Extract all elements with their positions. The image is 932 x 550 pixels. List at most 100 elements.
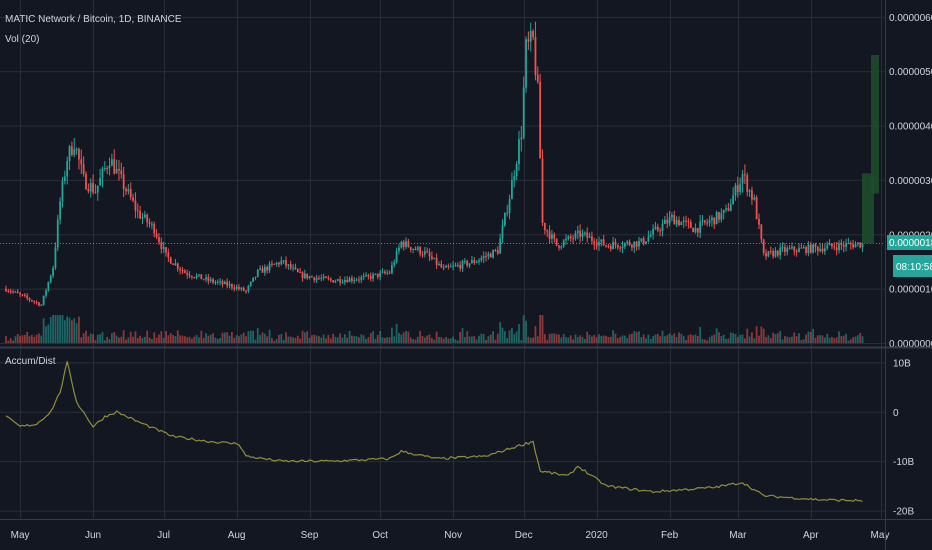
candle-body [515,164,518,177]
candle-body [682,220,685,223]
candle-body [475,261,478,263]
candle-body [240,287,243,289]
candle-body [367,275,370,277]
volume-bar [353,336,356,343]
volume-bar [499,322,502,343]
volume-bar [278,334,280,343]
candle-body [673,214,676,225]
volume-bar [454,339,457,343]
candle-body [122,174,125,189]
candle-body [795,250,798,252]
candle-body [303,273,306,279]
symbol-title[interactable]: MATIC Network / Bitcoin, 1D, BINANCE [5,14,182,25]
candle-body [463,260,466,262]
accum-dist-axis[interactable]: 10B 0 -10B -20B [893,358,914,517]
volume-bar [682,335,685,343]
candle-body [748,190,751,192]
volume-bar [562,333,565,343]
volume-bar [198,337,200,343]
time-tick-label: Sep [301,530,319,541]
time-tick-label: May [871,530,890,541]
volume-bar [172,334,174,343]
candle-body [485,256,487,258]
candle-body [645,241,647,244]
price-tick-label: 0.00000300 [889,176,932,187]
volume-bar [840,336,843,343]
candle-body [828,243,831,246]
volume-bar [795,336,798,343]
volume-bar [308,337,311,343]
candle-body [699,221,702,233]
candle-body [249,281,252,286]
volume-bar [722,334,725,343]
volume-bar [459,331,462,343]
volume-bar [466,331,469,343]
volume-bar [245,336,247,343]
candle-body [435,257,438,265]
candle-body [638,240,640,247]
volume-bar [748,336,751,343]
volume-bar [59,315,62,343]
volume-bar [256,328,259,343]
candle-body [209,279,212,281]
candle-body [80,159,83,165]
volume-bar [419,330,422,343]
candle-body [115,168,118,174]
candle-body [45,290,47,296]
volume-bar [511,327,513,343]
indicator-legend[interactable]: Accum/Dist [5,356,56,367]
candle-body [525,39,527,88]
candle-body [26,295,29,299]
volume-bar [675,337,678,343]
candle-body [482,256,485,259]
candle-body [628,241,631,246]
volume-bar [727,338,730,343]
volume-bar [332,333,334,343]
volume-bar [158,334,160,343]
candle-body [82,164,85,174]
volume-bar [414,339,417,343]
volume-bar [452,336,454,343]
candle-body [235,287,238,289]
candle-body [7,291,10,293]
volume-bar [186,337,189,343]
volume-bar [581,336,584,343]
volume-bar [87,336,90,343]
candle-body [103,168,106,170]
volume-bar [569,335,572,343]
volume-bar [181,335,184,343]
volume-bar [360,334,363,343]
candle-body [230,284,233,288]
candle-body [118,168,120,171]
volume-bar [99,334,102,343]
candle-body [162,247,165,249]
candle-body [800,247,803,249]
candle-body [247,285,250,291]
candle-body [155,233,158,238]
candle-body [228,284,231,286]
projection-box-upper[interactable] [871,54,879,194]
volume-bar [287,336,290,343]
time-axis[interactable]: May Jun Jul Aug Sep Oct Nov Dec 2020 Feb Mar Apr May [11,530,890,541]
candle-body [212,279,214,283]
price-candles [0,21,885,307]
candle-body [238,287,240,289]
volume-bar [703,339,706,343]
volume-bar [621,335,624,343]
volume-bar [781,339,784,343]
volume-bar [772,332,775,343]
candle-body [299,271,302,273]
volume-bar [506,337,509,343]
volume-bar [659,336,662,343]
price-tick-label: 0.00000600 [889,13,932,24]
candle-body [172,263,174,265]
volume-legend[interactable]: Vol (20) [5,34,39,45]
volume-bar [346,337,349,343]
time-tick-label: 2020 [586,530,609,541]
volume-bar [821,335,824,343]
candle-body [440,263,443,268]
volume-bar [438,337,440,343]
volume-bar [838,331,840,343]
volume-bar [379,331,382,343]
